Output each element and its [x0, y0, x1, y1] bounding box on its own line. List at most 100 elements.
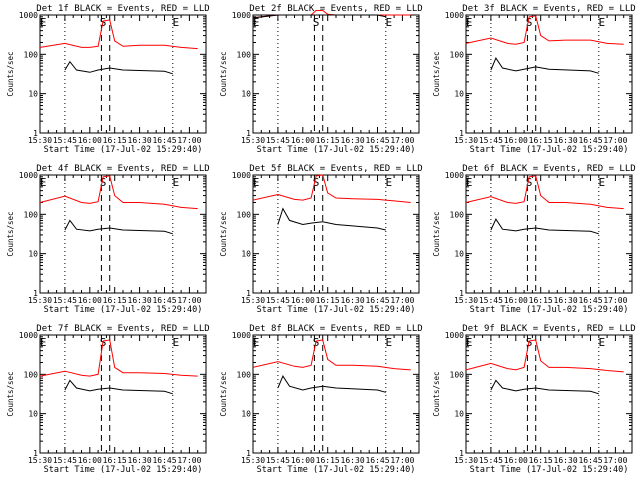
x-tick-label: 16:00 [504, 136, 528, 145]
y-tick-label: 1 [33, 449, 38, 458]
x-tick-label: 16:45 [578, 456, 602, 465]
y-tick-label: 1000 [445, 331, 464, 340]
x-tick-label: 15:45 [479, 136, 503, 145]
y-tick-label: 1 [33, 289, 38, 298]
panel-title: Det 5f BLACK = Events, RED = LLD [249, 164, 422, 174]
panel-3: Det 3f BLACK = Events, RED = LLD 1 10 100 10… [432, 4, 636, 155]
y-tick-label: 100 [450, 210, 465, 219]
x-axis-label: Start Time (17-Jul-02 15:29:40) [257, 145, 416, 155]
y-tick-label: 100 [24, 50, 39, 59]
y-tick-label: 1000 [19, 11, 38, 20]
x-tick-label: 15:30 [454, 296, 478, 305]
x-tick-label: 15:30 [454, 136, 478, 145]
y-tick-label: 1 [459, 289, 464, 298]
series-line-lld [465, 339, 624, 373]
x-tick-label: 16:00 [78, 456, 102, 465]
y-tick-label: 1 [459, 129, 464, 138]
y-tick-label: 10 [454, 410, 464, 419]
y-tick-label: 10 [28, 410, 38, 419]
panel-title: Det 6f BLACK = Events, RED = LLD [462, 164, 635, 174]
x-tick-label: 15:30 [241, 296, 265, 305]
panel-7: Det 7f BLACK = Events, RED = LLD 1 10 100 10… [6, 324, 210, 475]
x-tick-label: 16:30 [128, 136, 152, 145]
x-tick-label: 15:30 [28, 136, 52, 145]
x-tick-label: 16:45 [152, 136, 176, 145]
series-line-events [490, 379, 599, 395]
y-axis-label: Counts/sec [6, 211, 15, 256]
series-line-events [64, 60, 173, 75]
x-tick-label: 15:45 [53, 456, 77, 465]
x-tick-label: 17:00 [390, 296, 414, 305]
series-line-lld [252, 339, 411, 371]
flag-label-s: S [526, 176, 533, 189]
x-tick-label: 17:00 [603, 456, 627, 465]
y-axis-label: Counts/sec [432, 371, 441, 416]
y-tick-label: 1000 [445, 171, 464, 180]
x-tick-label: 15:45 [479, 456, 503, 465]
series-line-lld [252, 174, 411, 203]
y-tick-label: 1 [459, 449, 464, 458]
series-line-events [490, 57, 599, 74]
x-tick-label: 15:30 [28, 456, 52, 465]
x-tick-label: 16:00 [78, 136, 102, 145]
x-axis-label: Start Time (17-Jul-02 15:29:40) [470, 305, 629, 315]
flag-label-e: E [598, 176, 605, 189]
x-tick-label: 17:00 [390, 456, 414, 465]
flag-label-s: S [313, 176, 320, 189]
y-tick-label: 1 [246, 289, 251, 298]
x-tick-label: 16:15 [316, 296, 340, 305]
x-tick-label: 16:45 [365, 296, 389, 305]
x-tick-label: 17:00 [603, 136, 627, 145]
x-tick-label: 16:00 [504, 296, 528, 305]
panel-2: Det 2f BLACK = Events, RED = LLD 1 10 100 10… [219, 4, 423, 155]
flag-label-s: S [100, 176, 107, 189]
x-tick-label: 16:15 [316, 136, 340, 145]
y-tick-label: 1000 [232, 331, 251, 340]
flag-label-s: S [313, 16, 320, 29]
panel-title: Det 8f BLACK = Events, RED = LLD [249, 324, 422, 334]
x-tick-label: 15:30 [241, 136, 265, 145]
x-tick-label: 16:45 [152, 296, 176, 305]
y-tick-label: 10 [454, 90, 464, 99]
x-axis-label: Start Time (17-Jul-02 15:29:40) [44, 465, 203, 475]
x-tick-label: 16:30 [554, 136, 578, 145]
x-tick-label: 16:15 [103, 456, 127, 465]
y-tick-label: 10 [241, 410, 251, 419]
y-tick-label: 1000 [445, 11, 464, 20]
y-tick-label: 1 [33, 129, 38, 138]
x-tick-label: 16:45 [152, 456, 176, 465]
x-tick-label: 17:00 [603, 296, 627, 305]
x-tick-label: 15:30 [241, 456, 265, 465]
x-tick-label: 16:00 [291, 456, 315, 465]
panel-title: Det 7f BLACK = Events, RED = LLD [36, 324, 209, 334]
flag-label-e: E [253, 176, 260, 189]
series-line-lld [39, 175, 198, 210]
panel-4: Det 4f BLACK = Events, RED = LLD 1 10 100 10… [6, 164, 210, 315]
series-line-lld [39, 339, 198, 377]
flag-label-e: E [40, 176, 47, 189]
panel-title: Det 9f BLACK = Events, RED = LLD [462, 324, 635, 334]
y-tick-label: 100 [450, 370, 465, 379]
x-tick-label: 16:00 [291, 136, 315, 145]
x-tick-label: 16:00 [291, 296, 315, 305]
series-line-events [64, 379, 173, 395]
panel-8: Det 8f BLACK = Events, RED = LLD 1 10 100 10… [219, 324, 423, 475]
flag-label-e: E [598, 16, 605, 29]
y-tick-label: 10 [28, 250, 38, 259]
series-line-lld [465, 175, 624, 210]
x-axis-label: Start Time (17-Jul-02 15:29:40) [257, 465, 416, 475]
series-line-events [277, 375, 386, 393]
flag-label-e: E [385, 336, 392, 349]
flag-label-e: E [466, 336, 473, 349]
panel-title: Det 3f BLACK = Events, RED = LLD [462, 4, 635, 14]
flag-label-e: E [466, 16, 473, 29]
x-tick-label: 15:30 [454, 456, 478, 465]
series-line-lld [39, 19, 198, 50]
x-tick-label: 15:45 [266, 296, 290, 305]
x-tick-label: 16:45 [365, 456, 389, 465]
y-tick-label: 1000 [232, 171, 251, 180]
panel-title: Det 4f BLACK = Events, RED = LLD [36, 164, 209, 174]
panel-title: Det 1f BLACK = Events, RED = LLD [36, 4, 209, 14]
x-tick-label: 16:15 [529, 456, 553, 465]
flag-label-e: E [466, 176, 473, 189]
